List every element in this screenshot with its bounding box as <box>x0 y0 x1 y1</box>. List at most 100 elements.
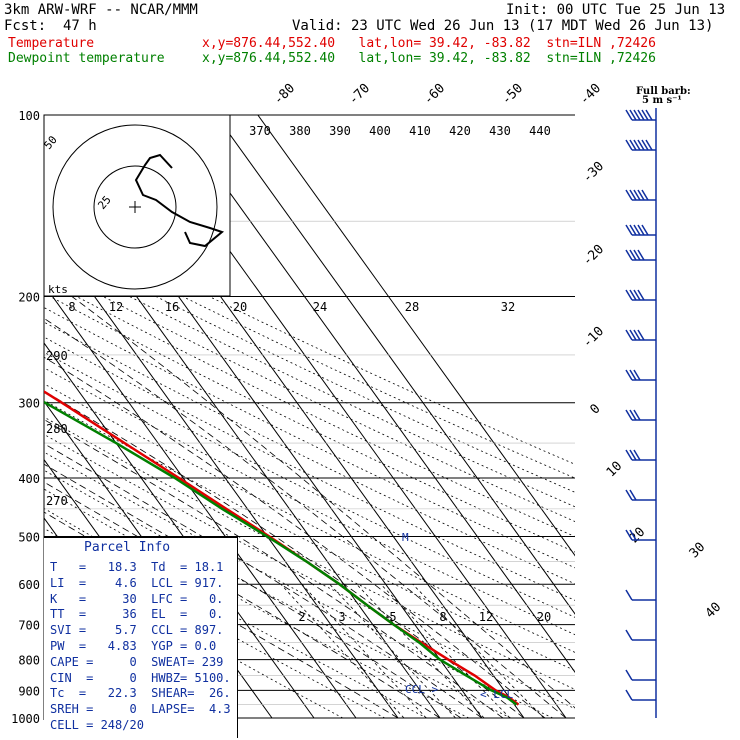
hodograph-units: kts <box>48 283 68 296</box>
lcl-annotation: < LCL <box>480 688 513 701</box>
barb-flag <box>625 369 633 381</box>
m-annotation: M <box>402 531 409 544</box>
barb-flag <box>625 629 633 641</box>
barb-flag <box>633 139 641 151</box>
wind-barb <box>625 109 656 121</box>
hodograph-ring <box>52 124 218 290</box>
barb-flag <box>633 449 641 461</box>
barb-flag <box>641 139 649 151</box>
isotherm-label: -10 <box>580 324 607 351</box>
isotherm-label: 0 <box>587 401 603 417</box>
parcel-info-panel: Parcel Info T = 18.3 Td = 18.1 LI = 4.6 L… <box>44 537 238 738</box>
wind-barb <box>625 529 656 541</box>
barb-flag <box>629 139 637 151</box>
wind-barb <box>625 289 656 301</box>
isotherm-label: -80 <box>271 81 298 108</box>
pressure-tick-label: 1000 <box>11 712 40 726</box>
wind-barb <box>625 489 656 501</box>
barb-flag <box>645 109 653 121</box>
barb-flag <box>625 409 633 421</box>
barb-flag <box>625 529 633 541</box>
hodograph-frame <box>43 114 231 297</box>
barb-flag <box>633 224 641 236</box>
theta-label: 380 <box>289 124 311 138</box>
barb-flag <box>625 589 633 601</box>
parcel-info-row: CAPE = 0 SWEAT= 239 <box>50 654 224 669</box>
moist-adiabat <box>71 296 575 709</box>
barb-flag <box>625 249 633 261</box>
dewpoint-profile <box>44 400 518 706</box>
mixing-ratio-line <box>356 583 485 719</box>
wind-barb <box>625 189 656 201</box>
sounding-profiles <box>44 390 520 706</box>
barb-flag <box>637 109 645 121</box>
parcel-info-row: LI = 4.6 LCL = 917. <box>50 575 224 590</box>
barb-flag <box>629 489 637 501</box>
wind-barb <box>625 369 656 381</box>
barb-flag <box>625 449 633 461</box>
mixing-ratio-label: 24 <box>313 300 327 314</box>
parcel-info-row: CIN = 0 HWBZ= 5100. <box>50 670 231 685</box>
isotherm-line <box>44 225 399 719</box>
barb-flag <box>633 109 641 121</box>
theta-label: 400 <box>369 124 391 138</box>
mixing-ratio-label: 16 <box>165 300 179 314</box>
wind-barb <box>625 669 656 681</box>
barb-flag <box>625 224 633 236</box>
theta-label: 410 <box>409 124 431 138</box>
theta-label: 390 <box>329 124 351 138</box>
barb-flag <box>629 249 637 261</box>
moist-adiabat <box>44 463 462 719</box>
isotherm-label: -30 <box>580 159 607 186</box>
barb-flag <box>637 249 645 261</box>
mixing-ratio-label: 20 <box>537 610 551 624</box>
theta-label: 370 <box>249 124 271 138</box>
barb-flag <box>633 409 641 421</box>
pressure-tick-label: 500 <box>18 530 40 544</box>
isotherm-line <box>257 115 575 557</box>
theta-label: 440 <box>529 124 551 138</box>
barb-flag <box>641 109 649 121</box>
barb-flag <box>633 329 641 341</box>
barb-flag <box>633 189 641 201</box>
dewpoint-legend: Dewpoint temperature <box>8 51 165 66</box>
barb-flag <box>625 669 633 681</box>
barb-legend-label: Full barb: <box>636 86 691 97</box>
theta-label: 420 <box>449 124 471 138</box>
theta-label: 280 <box>46 422 68 436</box>
wind-barb <box>625 629 656 641</box>
pressure-tick-label: 100 <box>18 109 40 123</box>
parcel-info-row: PW = 4.83 YGP = 0.0 <box>50 639 217 653</box>
barb-flag <box>625 689 633 701</box>
pressure-tick-label: 800 <box>18 654 40 668</box>
mixing-ratio-label: 28 <box>405 300 419 314</box>
mixing-ratio-label: 8 <box>439 610 446 624</box>
mixing-ratio-label: 20 <box>233 300 247 314</box>
pressure-tick-label: 900 <box>18 684 40 698</box>
temperature-profile <box>44 390 520 706</box>
barb-flag <box>629 529 637 541</box>
wind-barb <box>625 139 656 151</box>
barb-flag <box>637 189 645 201</box>
barb-flag <box>637 329 645 341</box>
valid-time: Valid: 23 UTC Wed 26 Jun 13 (17 MDT Wed … <box>292 18 714 34</box>
isotherm-line <box>173 115 575 674</box>
barb-flag <box>625 189 633 201</box>
parcel-info-row: K = 30 LFC = 0. <box>50 591 224 606</box>
barb-flag <box>629 109 637 121</box>
mixing-ratio-label: 2 <box>298 610 305 624</box>
hodograph-ring <box>93 165 177 249</box>
pressure-tick-label: 600 <box>18 578 40 592</box>
parcel-info-row: T = 18.3 Td = 18.1 <box>50 560 224 574</box>
mixing-ratio-label: 12 <box>109 300 123 314</box>
theta-label: 290 <box>46 349 68 363</box>
wind-barb <box>625 409 656 421</box>
mixing-ratio-line <box>380 583 511 719</box>
barb-legend-units: 5 m s⁻¹ <box>642 95 682 106</box>
wind-barb <box>625 224 656 236</box>
mixing-ratio-label: 12 <box>479 610 493 624</box>
isotherm-line <box>0 115 20 718</box>
parcel-info-row: SREH = 0 LAPSE= 4.3 <box>50 702 231 717</box>
